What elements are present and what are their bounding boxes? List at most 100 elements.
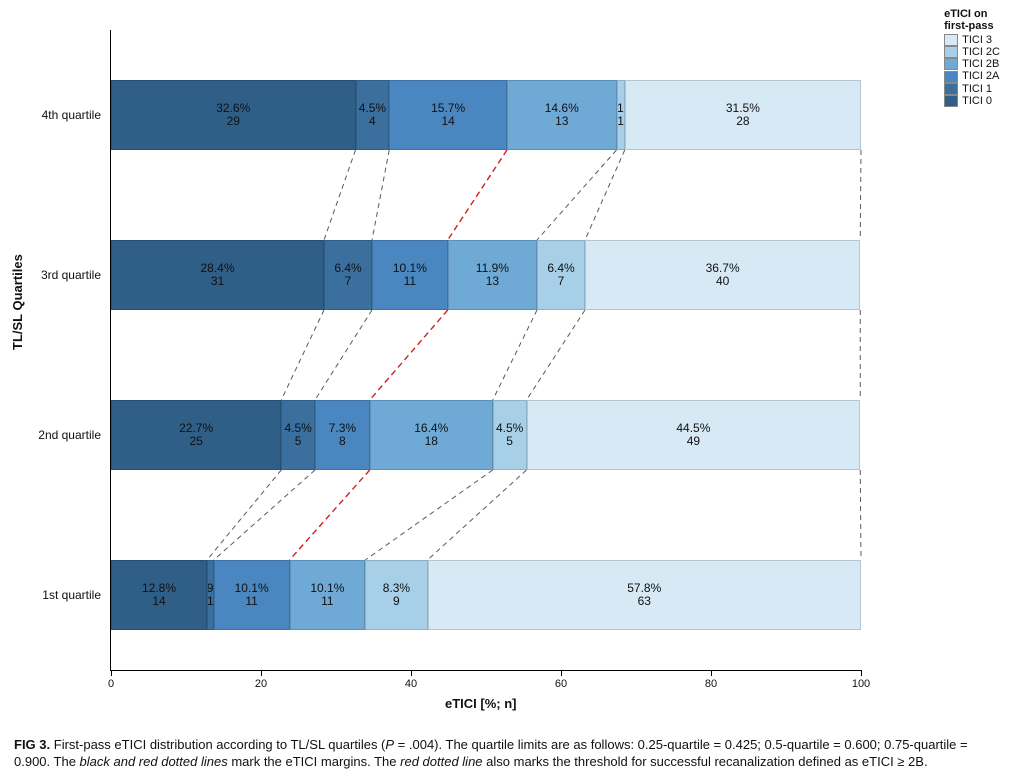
segment-pct: 0.9% xyxy=(207,582,214,595)
bar-row-q2: 2nd quartile22.7%254.5%57.3%816.4%184.5%… xyxy=(111,400,861,470)
segment-q3-tici2c: 6.4%7 xyxy=(537,240,585,310)
segment-q4-tici1: 4.5%4 xyxy=(356,80,390,150)
legend-title: eTICI on first-pass xyxy=(944,8,1000,32)
legend-item-tici2b: TICI 2B xyxy=(944,58,1000,70)
legend-swatch-tici3 xyxy=(944,34,958,46)
category-label: 2nd quartile xyxy=(38,428,101,442)
legend-title-line1: eTICI on xyxy=(944,8,987,20)
x-axis-label: eTICI [%; n] xyxy=(445,696,517,711)
legend-swatch-tici1 xyxy=(944,83,958,95)
x-tick-label: 20 xyxy=(255,678,267,690)
category-label: 4th quartile xyxy=(42,108,101,122)
segment-pct: 44.5% xyxy=(676,422,710,435)
x-tick-label: 80 xyxy=(705,678,717,690)
segment-pct: 6.4% xyxy=(547,262,574,275)
segment-q4-tici2c: 1.1%1 xyxy=(617,80,625,150)
segment-q2-tici1: 4.5%5 xyxy=(281,400,315,470)
segment-pct: 11.9% xyxy=(476,262,509,275)
legend-item-tici1: TICI 1 xyxy=(944,83,1000,95)
caption-ital-blackred: black and red dotted lines xyxy=(80,754,228,769)
connector-black xyxy=(315,310,372,400)
segment-pct: 57.8% xyxy=(627,582,661,595)
legend-label-tici0: TICI 0 xyxy=(962,95,992,107)
segment-q3-tici3: 36.7%40 xyxy=(585,240,860,310)
segment-n: 18 xyxy=(425,435,438,448)
figure-page: TL/SL Quartiles eTICI on first-pass TICI… xyxy=(0,0,1012,781)
caption-text-tail: also marks the threshold for successful … xyxy=(483,754,928,769)
segment-pct: 36.7% xyxy=(706,262,740,275)
segment-q2-tici3: 44.5%49 xyxy=(527,400,861,470)
legend-swatch-tici2a xyxy=(944,71,958,83)
segment-n: 40 xyxy=(716,275,729,288)
segment-pct: 15.7% xyxy=(431,102,465,115)
segment-q4-tici3: 31.5%28 xyxy=(625,80,861,150)
segment-q1-tici3: 57.8%63 xyxy=(428,560,862,630)
legend-item-tici0: TICI 0 xyxy=(944,95,1000,107)
category-label: 3rd quartile xyxy=(41,268,101,282)
segment-pct: 7.3% xyxy=(329,422,356,435)
x-tick-label: 40 xyxy=(405,678,417,690)
segment-pct: 4.5% xyxy=(359,102,386,115)
connector-black xyxy=(860,150,861,240)
segment-q2-tici2a: 7.3%8 xyxy=(315,400,370,470)
segment-n: 11 xyxy=(404,275,416,288)
connector-black xyxy=(428,470,527,560)
x-tick-label: 100 xyxy=(852,678,870,690)
segment-pct: 10.1% xyxy=(393,262,427,275)
segment-n: 1 xyxy=(207,595,214,608)
segment-q3-tici1: 6.4%7 xyxy=(324,240,372,310)
segment-n: 14 xyxy=(441,115,454,128)
segment-q3-tici0: 28.4%31 xyxy=(111,240,324,310)
segment-pct: 10.1% xyxy=(310,582,344,595)
segment-n: 5 xyxy=(506,435,513,448)
segment-n: 63 xyxy=(638,595,651,608)
segment-pct: 14.6% xyxy=(545,102,579,115)
legend-label-tici1: TICI 1 xyxy=(962,83,992,95)
legend-item-tici2a: TICI 2A xyxy=(944,70,1000,82)
connector-black xyxy=(585,150,625,240)
legend-label-tici2c: TICI 2C xyxy=(962,46,1000,58)
segment-n: 4 xyxy=(369,115,376,128)
bar-row-q1: 1st quartile12.8%140.9%110.1%1110.1%118.… xyxy=(111,560,861,630)
x-tick xyxy=(561,670,562,676)
segment-n: 11 xyxy=(321,595,333,608)
figure-caption: FIG 3. First-pass eTICI distribution acc… xyxy=(14,736,998,771)
segment-q1-tici2a: 10.1%11 xyxy=(214,560,290,630)
connector-red xyxy=(370,310,448,400)
segment-q2-tici0: 22.7%25 xyxy=(111,400,281,470)
segment-n: 29 xyxy=(227,115,240,128)
segment-q1-tici0: 12.8%14 xyxy=(111,560,207,630)
segment-n: 31 xyxy=(211,275,224,288)
segment-q2-tici2b: 16.4%18 xyxy=(370,400,493,470)
segment-n: 9 xyxy=(393,595,400,608)
legend-label-tici2a: TICI 2A xyxy=(962,70,999,82)
segment-q4-tici0: 32.6%29 xyxy=(111,80,356,150)
legend-title-line2: first-pass xyxy=(944,20,994,32)
connector-black xyxy=(207,470,281,560)
segment-n: 5 xyxy=(295,435,302,448)
segment-n: 25 xyxy=(189,435,202,448)
legend-swatch-tici0 xyxy=(944,95,958,107)
segment-pct: 4.5% xyxy=(284,422,311,435)
legend-item-tici2c: TICI 2C xyxy=(944,46,1000,58)
segment-n: 1 xyxy=(617,115,624,128)
legend-swatch-tici2c xyxy=(944,46,958,58)
segment-q3-tici2a: 10.1%11 xyxy=(372,240,448,310)
segment-pct: 16.4% xyxy=(414,422,448,435)
connector-black xyxy=(365,470,493,560)
connector-red xyxy=(448,150,507,240)
connector-black xyxy=(860,470,861,560)
segment-q4-tici2b: 14.6%13 xyxy=(507,80,617,150)
x-tick xyxy=(861,670,862,676)
segment-pct: 28.4% xyxy=(200,262,234,275)
segment-n: 7 xyxy=(558,275,565,288)
y-axis-label: TL/SL Quartiles xyxy=(10,254,25,350)
legend-label-tici2b: TICI 2B xyxy=(962,58,999,70)
connector-black xyxy=(281,310,324,400)
segment-pct: 22.7% xyxy=(179,422,213,435)
caption-p-ital: P xyxy=(385,737,394,752)
category-label: 1st quartile xyxy=(42,588,101,602)
connector-red xyxy=(290,470,370,560)
segment-pct: 32.6% xyxy=(216,102,250,115)
caption-text-1: First-pass eTICI distribution according … xyxy=(54,737,386,752)
